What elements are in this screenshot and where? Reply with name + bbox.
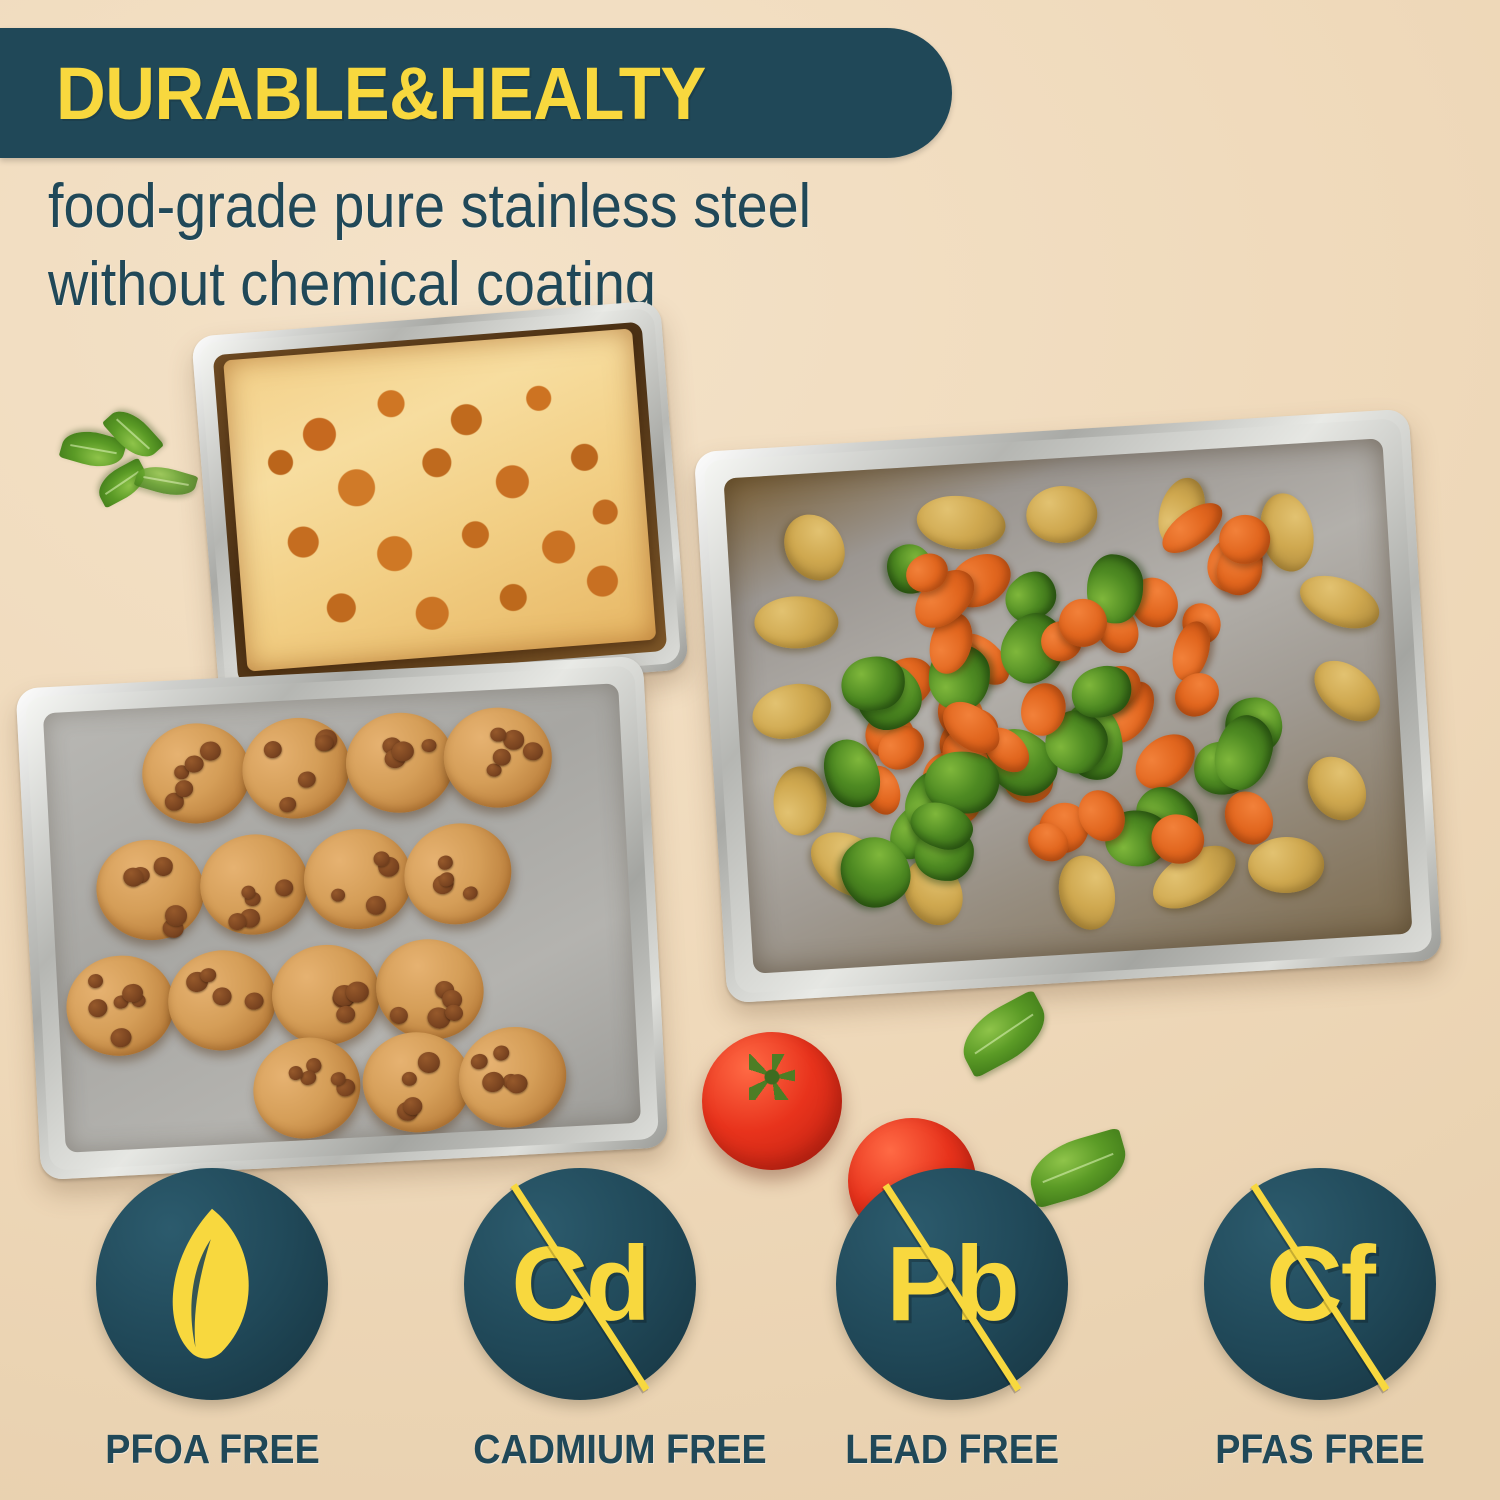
chocolate-chip — [86, 972, 105, 990]
badge-circle: Cf — [1204, 1168, 1436, 1400]
cookie — [57, 946, 183, 1066]
cookie — [88, 830, 213, 949]
badge-pfas-free[interactable]: Cf PFAS FREE — [1204, 1168, 1436, 1473]
badge-pfoa-free[interactable]: PFOA FREE — [96, 1168, 328, 1473]
chocolate-chip — [401, 1071, 418, 1087]
chocolate-chip — [86, 997, 110, 1019]
chocolate-chip — [522, 742, 543, 761]
baked-casserole — [223, 328, 657, 672]
cookie — [192, 825, 317, 944]
cookie — [139, 720, 254, 827]
basil-leaf-icon — [951, 989, 1057, 1079]
cookie — [365, 928, 495, 1051]
potato — [754, 596, 839, 649]
badge-circle: Cd — [464, 1168, 696, 1400]
badge-cadmium-free[interactable]: Cd CADMIUM FREE — [464, 1168, 767, 1473]
chocolate-chip — [151, 855, 175, 878]
badge-label: CADMIUM FREE — [473, 1426, 767, 1472]
chocolate-chip — [273, 878, 295, 898]
page-title: DURABLE&HEALTY — [56, 51, 706, 135]
potato — [913, 491, 1009, 555]
cookie — [389, 807, 527, 941]
badge-lead-free[interactable]: Pb LEAD FREE — [836, 1168, 1068, 1473]
pan-surface — [723, 438, 1413, 974]
leaf-icon — [172, 1208, 249, 1359]
sheet-pan — [693, 408, 1443, 1004]
cookie — [161, 942, 284, 1058]
cookie-sheet — [15, 655, 669, 1181]
chocolate-chip — [330, 887, 346, 902]
chocolate-chip — [243, 991, 265, 1012]
badge-circle — [96, 1168, 328, 1400]
tomato-calyx-icon — [749, 1053, 795, 1100]
potato — [772, 503, 857, 593]
chocolate-chip — [491, 1043, 511, 1063]
subtitle: food-grade pure stainless steel without … — [48, 168, 1128, 324]
badge-label: LEAD FREE — [845, 1426, 1060, 1472]
chocolate-chip — [391, 740, 415, 763]
cookie — [266, 939, 386, 1051]
badge-circle: Pb — [836, 1168, 1068, 1400]
chocolate-chip — [402, 1097, 424, 1116]
cookie — [341, 708, 459, 818]
cookie — [359, 1029, 474, 1136]
potato — [772, 765, 828, 837]
chocolate-chip — [436, 853, 455, 872]
pan-surface — [42, 683, 642, 1153]
certification-badges: PFOA FREE Cd CADMIUM FREE Pb LEAD FREE C… — [0, 1168, 1500, 1500]
potato — [746, 675, 838, 748]
cookie — [230, 704, 363, 832]
cookie — [238, 1022, 376, 1153]
chocolate-chip — [416, 1051, 440, 1074]
potato — [1051, 849, 1123, 936]
chocolate-chip — [296, 768, 318, 790]
chocolate-chip — [261, 738, 284, 761]
tomato-large — [702, 1032, 842, 1170]
chocolate-chip — [364, 895, 387, 916]
basil-leaf-icon — [133, 460, 199, 502]
potato — [1024, 483, 1099, 545]
header-banner: DURABLE&HEALTY — [0, 28, 952, 158]
cookie — [300, 825, 416, 933]
chocolate-chip — [503, 730, 525, 750]
potato — [1302, 648, 1392, 734]
chocolate-chip — [199, 740, 222, 762]
chocolate-chip — [489, 727, 507, 743]
chocolate-chip — [345, 980, 371, 1004]
chocolate-chip — [388, 1005, 410, 1026]
potato — [1292, 565, 1388, 639]
chocolate-chip — [486, 763, 502, 778]
potato — [1296, 745, 1379, 832]
badge-label: PFOA FREE — [105, 1426, 320, 1472]
subtitle-line-1: food-grade pure stainless steel — [48, 172, 812, 241]
chocolate-chip — [211, 986, 234, 1007]
chocolate-chip — [174, 779, 194, 798]
chocolate-chip — [492, 748, 511, 766]
chocolate-chip — [468, 1051, 490, 1072]
badge-label: PFAS FREE — [1215, 1426, 1425, 1472]
pan-surface — [212, 321, 668, 685]
chocolate-chip — [461, 884, 480, 902]
chocolate-chip — [479, 1069, 507, 1096]
chocolate-chip — [421, 738, 437, 754]
cookie — [446, 1014, 579, 1141]
chocolate-chip — [335, 1004, 356, 1024]
casserole-pan — [191, 300, 689, 706]
potato — [1247, 835, 1326, 894]
cookie — [442, 706, 553, 809]
chocolate-chip — [109, 1026, 134, 1049]
chocolate-chip — [277, 795, 298, 815]
